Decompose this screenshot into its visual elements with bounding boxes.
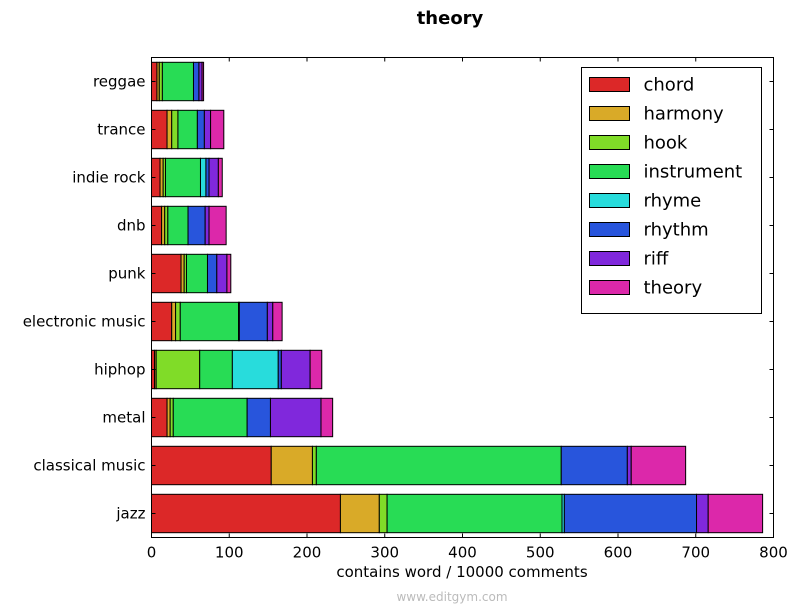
bar-dnb-riff bbox=[204, 205, 210, 246]
bar-punk-theory bbox=[226, 253, 232, 294]
x-tick-label: 100 bbox=[215, 544, 244, 562]
bar-electronic-music-harmony bbox=[171, 301, 177, 342]
bar-classical-music-theory bbox=[630, 445, 687, 486]
bar-indie-rock-theory bbox=[217, 157, 223, 198]
bar-metal-instrument bbox=[172, 397, 248, 438]
bar-dnb-theory bbox=[208, 205, 227, 246]
legend-swatch-theory bbox=[589, 280, 630, 295]
y-tick-label: punk bbox=[108, 265, 146, 283]
y-tick-label: jazz bbox=[115, 505, 145, 523]
bar-metal-rhythm bbox=[246, 397, 271, 438]
bar-indie-rock-riff bbox=[208, 157, 219, 198]
legend-swatch-chord bbox=[589, 77, 630, 92]
bar-jazz-chord bbox=[151, 493, 341, 534]
legend-label-chord: chord bbox=[644, 75, 695, 96]
bar-punk-chord bbox=[151, 253, 182, 294]
bar-hiphop-hook bbox=[155, 349, 201, 390]
x-tick-label: 600 bbox=[604, 544, 633, 562]
legend-swatch-rhythm bbox=[589, 222, 630, 237]
legend-swatch-riff bbox=[589, 251, 630, 266]
bar-reggae-rhythm bbox=[192, 61, 200, 102]
bar-classical-music-instrument bbox=[315, 445, 562, 486]
x-tick-label: 300 bbox=[370, 544, 399, 562]
plot-frame bbox=[151, 57, 774, 538]
bar-hiphop-theory bbox=[309, 349, 323, 390]
bar-hiphop-rhyme bbox=[231, 349, 279, 390]
bar-classical-music-riff bbox=[626, 445, 632, 486]
bar-trance-harmony bbox=[166, 109, 173, 150]
bar-metal-riff bbox=[269, 397, 322, 438]
legend-label-rhythm: rhythm bbox=[644, 220, 709, 241]
bar-electronic-music-riff bbox=[266, 301, 274, 342]
y-tick-label: electronic music bbox=[23, 313, 146, 331]
bar-electronic-music-instrument bbox=[179, 301, 240, 342]
bar-trance-hook bbox=[171, 109, 179, 150]
bar-trance-riff bbox=[203, 109, 212, 150]
legend-label-riff: riff bbox=[644, 249, 669, 270]
bar-hiphop-instrument bbox=[199, 349, 233, 390]
bar-punk-instrument bbox=[185, 253, 208, 294]
legend-swatch-hook bbox=[589, 135, 630, 150]
bar-electronic-music-rhythm bbox=[238, 301, 268, 342]
bar-reggae-instrument bbox=[161, 61, 194, 102]
bar-reggae-theory bbox=[201, 61, 205, 102]
y-tick-label: classical music bbox=[33, 457, 145, 475]
x-tick-label: 0 bbox=[147, 544, 157, 562]
legend-swatch-instrument bbox=[589, 164, 630, 179]
bar-dnb-rhythm bbox=[187, 205, 206, 246]
axes-layer: jazz classical music metal hiphop electronic… bbox=[23, 57, 788, 562]
bar-jazz-instrument bbox=[386, 493, 563, 534]
legend: chord harmony hook instrument rhyme rhythm rif… bbox=[581, 67, 762, 314]
bar-jazz-theory bbox=[707, 493, 764, 534]
legend-swatch-rhyme bbox=[589, 193, 630, 208]
x-tick-label: 800 bbox=[759, 544, 788, 562]
bar-trance-rhythm bbox=[196, 109, 205, 150]
bar-jazz-rhythm bbox=[563, 493, 698, 534]
x-axis-label: contains word / 10000 comments bbox=[336, 563, 587, 581]
bar-classical-music-hook bbox=[311, 445, 317, 486]
bar-indie-rock-instrument bbox=[164, 157, 201, 198]
y-tick-label: reggae bbox=[93, 73, 146, 91]
bar-jazz-harmony bbox=[339, 493, 380, 534]
legend-swatch-harmony bbox=[589, 106, 630, 121]
bar-punk-rhythm bbox=[206, 253, 218, 294]
bar-classical-music-rhythm bbox=[560, 445, 628, 486]
x-tick-label: 500 bbox=[526, 544, 555, 562]
bar-classical-music-harmony bbox=[270, 445, 313, 486]
legend-label-instrument: instrument bbox=[644, 162, 743, 183]
y-tick-label: metal bbox=[102, 409, 145, 427]
bar-jazz-hook bbox=[378, 493, 388, 534]
legend-label-harmony: harmony bbox=[644, 104, 724, 125]
bar-trance-instrument bbox=[177, 109, 198, 150]
y-tick-label: indie rock bbox=[72, 169, 146, 187]
bar-electronic-music-theory bbox=[272, 301, 283, 342]
bar-classical-music-chord bbox=[151, 445, 272, 486]
y-tick-label: dnb bbox=[117, 217, 146, 235]
bar-hiphop-riff bbox=[280, 349, 311, 390]
x-tick-label: 400 bbox=[448, 544, 477, 562]
bar-trance-theory bbox=[210, 109, 225, 150]
y-tick-label: trance bbox=[97, 121, 145, 139]
bar-jazz-riff bbox=[696, 493, 709, 534]
chart-title: theory bbox=[417, 8, 484, 29]
watermark-text: www.editgym.com bbox=[396, 590, 507, 604]
y-tick-label: hiphop bbox=[94, 361, 145, 379]
bar-indie-rock-rhyme bbox=[199, 157, 207, 198]
legend-label-hook: hook bbox=[644, 133, 688, 154]
x-tick-label: 700 bbox=[681, 544, 710, 562]
x-tick-label: 200 bbox=[293, 544, 322, 562]
bar-punk-riff bbox=[216, 253, 228, 294]
bars-layer bbox=[151, 61, 764, 534]
bar-electronic-music-hook bbox=[175, 301, 181, 342]
legend-label-theory: theory bbox=[644, 278, 703, 299]
legend-label-rhyme: rhyme bbox=[644, 191, 702, 212]
bar-metal-theory bbox=[320, 397, 334, 438]
bar-dnb-instrument bbox=[167, 205, 189, 246]
